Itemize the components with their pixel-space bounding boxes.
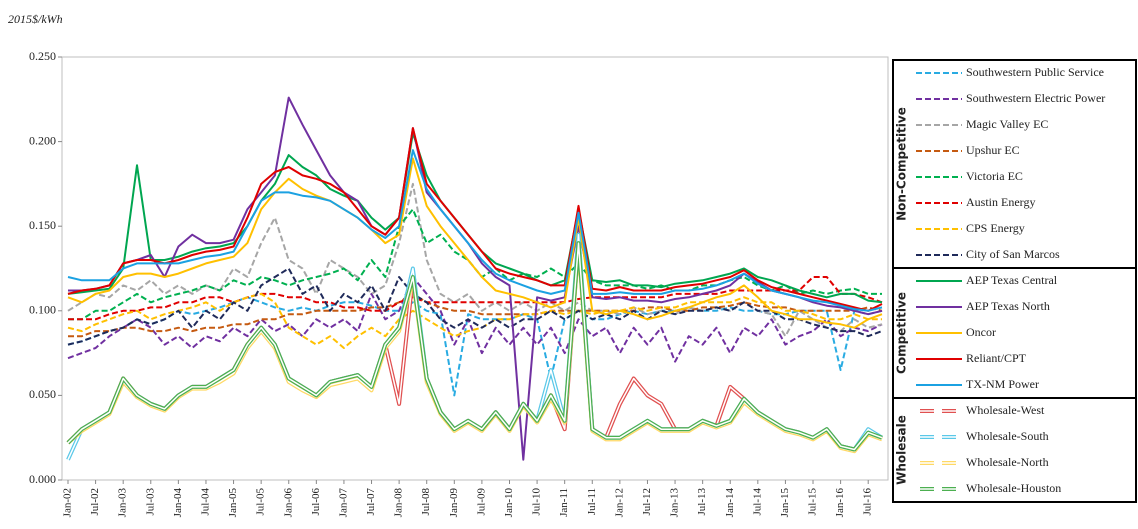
legend-label: Austin Energy xyxy=(966,195,1035,209)
x-tick-label: Jul-03 xyxy=(144,488,156,516)
plot-frame xyxy=(61,56,889,481)
x-tick-label: Jul-04 xyxy=(199,488,211,516)
y-tick-label: 0.200 xyxy=(29,133,56,147)
series-line xyxy=(67,276,883,363)
x-tick-label: Jan-06 xyxy=(282,488,294,518)
series-line xyxy=(67,127,883,312)
legend-label: Southwestern Public Service xyxy=(966,65,1104,79)
legend-label: City of San Marcos xyxy=(966,247,1060,261)
x-tick-label: Jan-07 xyxy=(337,488,349,518)
series-line xyxy=(67,296,883,397)
legend-label: Wholesale-West xyxy=(966,403,1045,417)
legend-label: TX-NM Power xyxy=(966,377,1039,391)
x-tick-label: Jan-03 xyxy=(117,488,129,518)
y-tick-label: 0.150 xyxy=(29,218,56,232)
legend-label: Upshur EC xyxy=(966,143,1020,157)
x-tick-label: Jul-10 xyxy=(531,488,543,516)
legend-label: AEP Texas Central xyxy=(966,273,1058,287)
y-axis-label: 2015$/kWh xyxy=(8,12,63,26)
series-line xyxy=(68,276,883,321)
x-tick-label: Jan-10 xyxy=(503,488,515,518)
y-tick-label: 0.000 xyxy=(29,472,56,486)
legend-label: Reliant/CPT xyxy=(966,351,1027,365)
y-tick-label: 0.250 xyxy=(29,49,56,63)
series-line xyxy=(67,132,883,304)
series-line-core xyxy=(67,242,883,451)
x-tick-label: Jan-13 xyxy=(669,488,681,518)
x-tick-label: Jul-13 xyxy=(696,488,708,516)
legend-label: Wholesale-South xyxy=(966,429,1049,443)
legend-label: AEP Texas North xyxy=(966,299,1050,313)
x-tick-label: Jul-02 xyxy=(89,488,101,516)
series-line xyxy=(67,157,883,329)
x-tick-label: Jan-16 xyxy=(834,488,846,518)
x-tick-label: Jul-09 xyxy=(475,488,487,516)
x-tick-label: Jan-05 xyxy=(227,488,239,518)
legend-label: Oncor xyxy=(966,325,996,339)
x-tick-label: Jan-09 xyxy=(448,488,460,518)
x-tick-label: Jul-15 xyxy=(807,488,819,516)
legend-group-label: Wholesale xyxy=(895,415,909,485)
x-tick-label: Jan-08 xyxy=(393,488,405,518)
legend-label: Magic Valley EC xyxy=(966,117,1048,131)
series-line xyxy=(68,96,883,461)
legend-label: Southwestern Electric Power xyxy=(966,91,1105,105)
series-line xyxy=(67,292,882,349)
x-tick-label: Jan-12 xyxy=(613,488,625,517)
y-tick-label: 0.100 xyxy=(29,303,56,317)
legend-group-label: Competitive xyxy=(895,292,909,374)
x-tick-label: Jul-11 xyxy=(586,488,598,515)
series-line xyxy=(67,267,883,346)
y-tick-label: 0.050 xyxy=(29,387,56,401)
legend-label: Victoria EC xyxy=(966,169,1023,183)
legend-group-label: Non-Competitive xyxy=(895,107,909,221)
x-tick-label: Jul-07 xyxy=(365,488,377,516)
series-line xyxy=(67,149,883,312)
x-tick-label: Jan-14 xyxy=(724,488,736,518)
legend-label: CPS Energy xyxy=(966,221,1025,235)
x-tick-label: Jan-11 xyxy=(558,488,570,517)
x-tick-label: Jul-06 xyxy=(310,488,322,516)
x-tick-label: Jan-15 xyxy=(779,488,791,518)
x-tick-label: Jul-16 xyxy=(862,488,874,516)
x-tick-label: Jan-04 xyxy=(172,488,184,518)
x-tick-label: Jul-12 xyxy=(641,488,653,516)
x-tick-label: Jul-14 xyxy=(751,488,763,516)
x-tick-label: Jul-08 xyxy=(420,488,432,516)
legend-label: Wholesale-North xyxy=(966,455,1049,469)
legend-group-box xyxy=(892,397,1137,503)
x-tick-label: Jan-02 xyxy=(62,488,74,517)
series-line xyxy=(68,292,883,338)
legend-label: Wholesale-Houston xyxy=(966,481,1061,495)
x-tick-label: Jul-05 xyxy=(255,488,267,516)
